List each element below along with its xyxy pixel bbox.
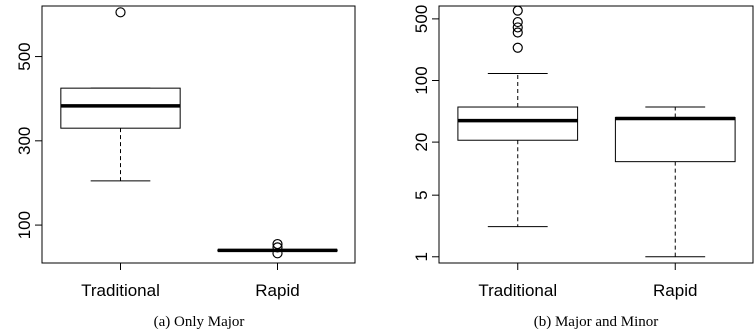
outlier-point bbox=[512, 5, 523, 16]
y-tick-label: 20 bbox=[412, 133, 431, 152]
outlier-point bbox=[512, 27, 523, 38]
plot-frame bbox=[41, 5, 356, 264]
x-tick-label: Rapid bbox=[653, 281, 697, 300]
y-tick-label: 5 bbox=[412, 190, 431, 199]
outlier-point bbox=[512, 22, 523, 33]
y-tick-label: 100 bbox=[412, 66, 431, 94]
outlier-point bbox=[512, 42, 523, 53]
y-tick-label: 1 bbox=[412, 252, 431, 261]
panel-only-major: 100 300 500 Traditional Rapid (a) Only Major bbox=[15, 5, 356, 330]
y-tick-label: 300 bbox=[15, 127, 34, 155]
outlier-point bbox=[272, 238, 283, 250]
outlier-point bbox=[512, 16, 523, 28]
x-tick-label: Traditional bbox=[478, 281, 557, 300]
y-tick-label: 500 bbox=[15, 42, 34, 70]
x-tick-label: Traditional bbox=[81, 281, 160, 300]
box bbox=[457, 106, 579, 141]
panel-major-and-minor: 1 5 20 100 500 Traditional Rapid (b) Major and … bbox=[412, 5, 754, 330]
y-tick-label: 100 bbox=[15, 211, 34, 239]
x-tick-label: Rapid bbox=[255, 281, 299, 300]
outlier-point bbox=[115, 7, 126, 18]
box bbox=[60, 87, 181, 129]
panel-caption: (b) Major and Minor bbox=[534, 314, 659, 330]
plot-frame bbox=[438, 5, 754, 264]
panel-caption: (a) Only Major bbox=[154, 314, 245, 330]
outlier-point bbox=[272, 242, 283, 253]
y-tick-label: 500 bbox=[412, 5, 431, 33]
box bbox=[614, 117, 736, 163]
